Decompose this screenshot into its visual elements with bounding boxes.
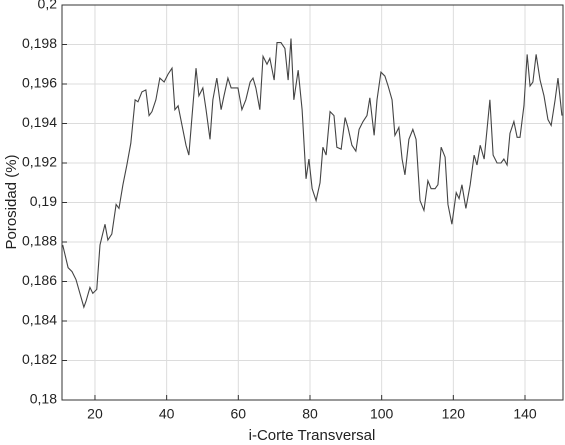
- x-tick-label: 120: [442, 406, 466, 422]
- x-axis-title: i-Corte Transversal: [249, 427, 376, 444]
- y-axis-title: Porosidad (%): [3, 154, 20, 249]
- x-tick-label: 40: [159, 406, 175, 422]
- y-tick-label: 0,18: [30, 391, 57, 407]
- y-tick-label: 0,184: [22, 312, 57, 328]
- x-tick-label: 80: [302, 406, 318, 422]
- x-tick-label: 140: [513, 406, 537, 422]
- y-tick-label: 0,194: [22, 114, 57, 130]
- x-tick-label: 60: [231, 406, 247, 422]
- y-tick-label: 0,198: [22, 35, 57, 51]
- y-tick-label: 0,19: [30, 193, 57, 209]
- x-tick-label: 100: [370, 406, 394, 422]
- y-tick-label: 0,188: [22, 233, 57, 249]
- y-tick-label: 0,196: [22, 75, 57, 91]
- data-line: [62, 38, 563, 309]
- plot-frame: [61, 4, 564, 401]
- y-tick-label: 0,192: [22, 154, 57, 170]
- y-tick-label: 0,186: [22, 272, 57, 288]
- y-tick-label: 0,2: [38, 0, 58, 12]
- x-tick-label: 20: [87, 406, 103, 422]
- y-tick-label: 0,182: [22, 351, 57, 367]
